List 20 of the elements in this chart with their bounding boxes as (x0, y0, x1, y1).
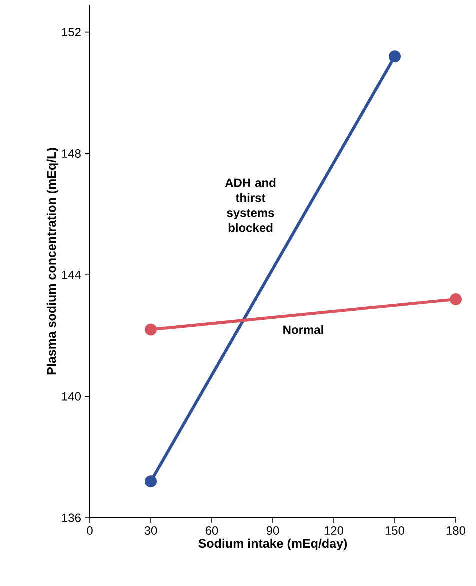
y-tick-label: 152 (62, 28, 81, 37)
series-label: Normal (284, 325, 324, 334)
point (144, 324, 157, 336)
y-tick-label: 148 (62, 149, 81, 158)
x-tick-label: 120 (324, 526, 344, 536)
y-tick-label: 144 (62, 271, 82, 280)
x-tick-label: 60 (206, 526, 218, 536)
point (388, 50, 401, 63)
point (144, 476, 157, 488)
x-tick-label: 30 (144, 526, 158, 536)
x-tick-label: 180 (446, 526, 466, 536)
x-tick-label: 150 (386, 526, 405, 536)
y-axis-title: Plasma sodium concentration (mEq/L) (46, 148, 59, 375)
y-tick-label: 136 (62, 514, 81, 522)
y-tick-label: 140 (62, 392, 81, 401)
point (450, 293, 462, 306)
x-axis-title: Sodium intake (mEq/day) (198, 538, 348, 551)
series-label: ADH and thirst systems blocked (225, 178, 276, 232)
x-tick-label: 0 (87, 526, 93, 536)
x-tick-label: 90 (266, 526, 280, 536)
